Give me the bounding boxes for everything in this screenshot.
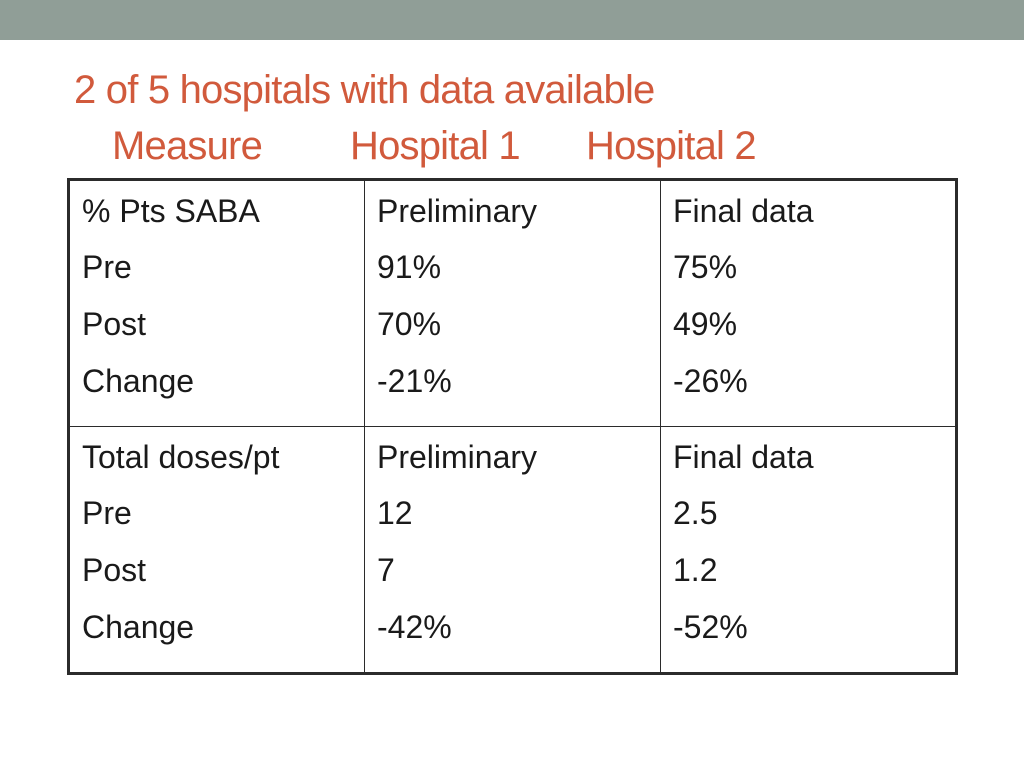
table-row: % Pts SABA Pre Post Change Preliminary 9… <box>68 179 957 427</box>
cell-line: % Pts SABA <box>82 193 260 229</box>
cell-line: Final data <box>673 193 814 229</box>
table-cell-measure: Total doses/pt Pre Post Change <box>68 426 365 674</box>
cell-line: 2.5 <box>673 495 718 531</box>
title-line-2: Measure Hospital 1 Hospital 2 <box>74 118 757 174</box>
table-cell-hospital-2: Final data 75% 49% -26% <box>660 179 957 427</box>
cell-line: 75% <box>673 249 738 285</box>
data-table: % Pts SABA Pre Post Change Preliminary 9… <box>67 178 958 675</box>
cell-line: -21% <box>377 363 452 399</box>
title-line-1: 2 of 5 hospitals with data available <box>74 68 655 112</box>
table-row: Total doses/pt Pre Post Change Prelimina… <box>68 426 957 674</box>
header-hospital-2: Hospital 2 <box>586 124 757 168</box>
cell-line: 12 <box>377 495 413 531</box>
table-cell-hospital-1: Preliminary 12 7 -42% <box>364 426 661 674</box>
table-cell-hospital-1: Preliminary 91% 70% -21% <box>364 179 661 427</box>
cell-line: Post <box>82 552 147 588</box>
cell-line: 1.2 <box>673 552 718 588</box>
cell-line: -26% <box>673 363 748 399</box>
cell-line: Post <box>82 306 147 342</box>
cell-line: 7 <box>377 552 395 588</box>
cell-line: Final data <box>673 439 814 475</box>
cell-line: Change <box>82 363 195 399</box>
cell-line: Pre <box>82 249 132 285</box>
slide-title: 2 of 5 hospitals with data available Mea… <box>74 62 757 174</box>
cell-line: 49% <box>673 306 738 342</box>
cell-line: Preliminary <box>377 193 538 229</box>
cell-line: -52% <box>673 609 748 645</box>
top-banner-bar <box>0 0 1024 40</box>
header-measure: Measure <box>112 124 263 168</box>
cell-line: Preliminary <box>377 439 538 475</box>
cell-line: 91% <box>377 249 442 285</box>
cell-line: 70% <box>377 306 442 342</box>
cell-line: Total doses/pt <box>82 439 280 475</box>
cell-line: Change <box>82 609 195 645</box>
table-cell-hospital-2: Final data 2.5 1.2 -52% <box>660 426 957 674</box>
header-hospital-1: Hospital 1 <box>350 124 521 168</box>
cell-line: -42% <box>377 609 452 645</box>
table-cell-measure: % Pts SABA Pre Post Change <box>68 179 365 427</box>
cell-line: Pre <box>82 495 132 531</box>
